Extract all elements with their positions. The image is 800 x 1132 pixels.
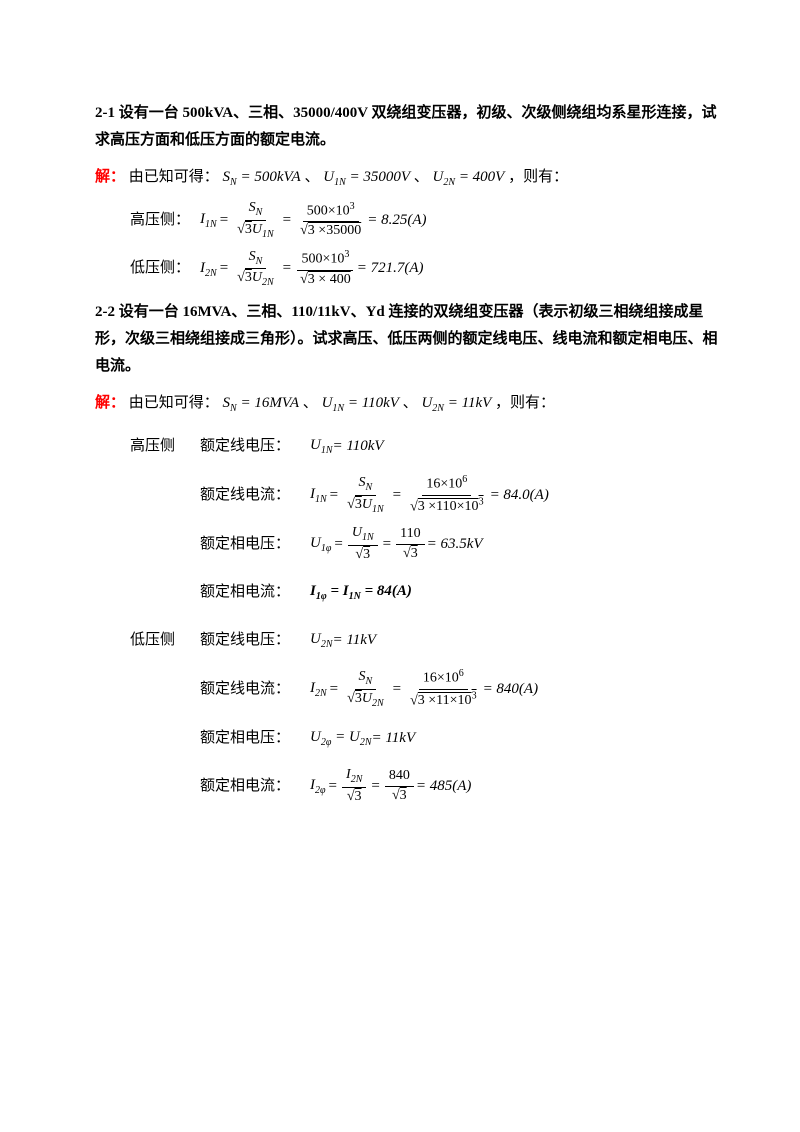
problem-text-2-2: 设有一台 16MVA、三相、110/11kV、Yd 连接的双绕组变压器（表示初级… (95, 304, 718, 374)
lv-phase-voltage: 额定相电压： U2φ = U2N = 11kV (200, 718, 720, 758)
frac-500-400: 500×103 √3 × 400 (296, 249, 355, 288)
hv-line-current: 额定线电流： I1N = SN √3U1N = 16×106 √3 ×110×1… (200, 474, 720, 516)
lv-phase-current: 额定相电流： I2φ = I2N √3 = 840 √3 = 485(A) (200, 766, 720, 806)
problem-2-1: 2-1 设有一台 500kVA、三相、35000/400V 双绕组变压器，初级、… (95, 100, 720, 154)
hv-formula-2-1: 高压侧： I1N = SN √3U1N = 500×103 √3 ×35000 … (130, 200, 720, 241)
var-U1N: U1N (323, 169, 346, 185)
problem-number-2-2: 2-2 (95, 304, 115, 320)
result-8-25: = 8.25(A) (367, 207, 426, 234)
hv-phase-current: 额定相电流： I1φ = I1N = 84(A) (200, 572, 720, 612)
lv-formula-2-1: 低压侧： I2N = SN √3U2N = 500×103 √3 × 400 =… (130, 249, 720, 290)
solution-2-1: 解： 由已知可得： SN = 500kVA 、 U1N = 35000V 、 U… (95, 164, 720, 192)
hv-phase-voltage: 额定相电压： U1φ = U1N √3 = 110 √3 = 63.5kV (200, 524, 720, 564)
given-text: 由已知可得： (129, 169, 219, 185)
frac-sn-u1n: SN √3U1N (233, 200, 277, 241)
result-840: = 840(A) (483, 676, 539, 703)
lv-line-voltage: 低压侧 额定线电压： U2N = 11kV (130, 620, 720, 660)
line-voltage-label: 额定线电压： (200, 433, 310, 460)
result-721-7: = 721.7(A) (357, 255, 424, 282)
lv-label-2-2: 低压侧 (130, 627, 200, 654)
problem-number: 2-1 (95, 105, 115, 121)
val-U2N: = 400V (459, 169, 505, 185)
solution-2-2: 解： 由已知可得： SN = 16MVA 、 U1N = 110kV 、 U2N… (95, 390, 720, 418)
phase-voltage-label: 额定相电压： (200, 531, 310, 558)
var-SN: SN (223, 169, 237, 185)
var-U2N: U2N (433, 169, 456, 185)
result-63-5: = 63.5kV (427, 531, 483, 558)
frac-500-35000: 500×103 √3 ×35000 (296, 201, 365, 240)
solution-label-2-2: 解： (95, 395, 125, 411)
result-84: = 84.0(A) (490, 482, 549, 509)
hv-label: 高压侧： (130, 207, 190, 234)
then-text: ，则有： (508, 169, 568, 185)
hv-label-2-2: 高压侧 (130, 433, 200, 460)
frac-sn-u2n: SN √3U2N (233, 249, 277, 290)
val-SN: = 500kVA (240, 169, 300, 185)
lv-line-current: 额定线电流： I2N = SN √3U2N = 16×106 √3 ×11×10… (200, 668, 720, 710)
hv-line-voltage: 高压侧 额定线电压： U1N = 110kV (130, 426, 720, 466)
val-U1N: = 35000V (349, 169, 410, 185)
problem-2-2: 2-2 设有一台 16MVA、三相、110/11kV、Yd 连接的双绕组变压器（… (95, 299, 720, 380)
lv-label: 低压侧： (130, 255, 190, 282)
phase-current-label: 额定相电流： (200, 579, 310, 606)
solution-label: 解： (95, 169, 125, 185)
result-485: = 485(A) (416, 773, 472, 800)
line-current-label: 额定线电流： (200, 482, 310, 509)
problem-text: 设有一台 500kVA、三相、35000/400V 双绕组变压器，初级、次级侧绕… (95, 105, 717, 148)
given-text-2-2: 由已知可得： (129, 395, 219, 411)
